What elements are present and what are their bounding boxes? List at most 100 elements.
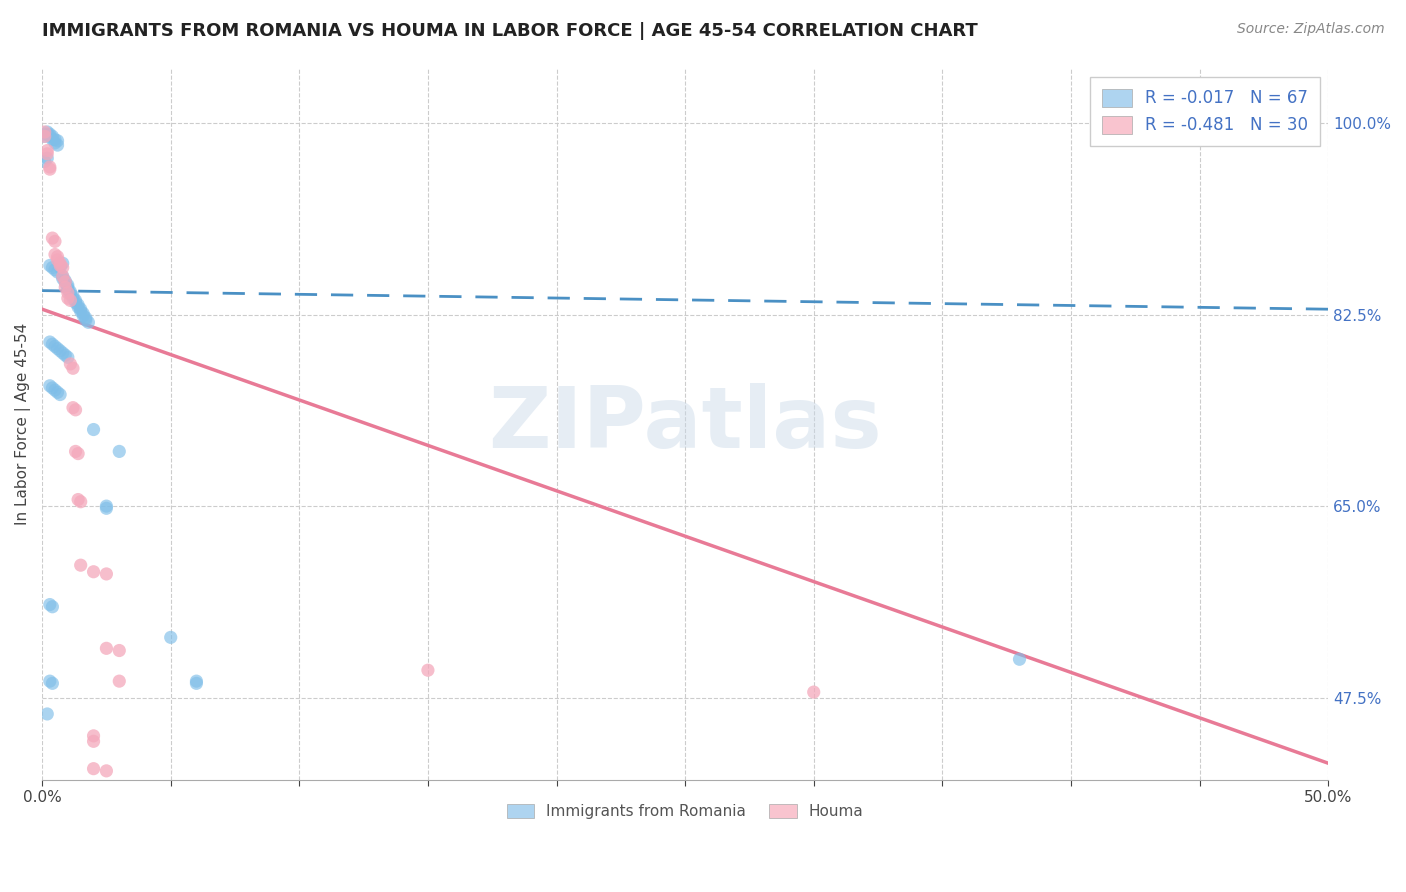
Point xyxy=(53,348,76,362)
Point xyxy=(46,250,69,264)
Point xyxy=(49,259,72,273)
Point xyxy=(38,129,60,144)
Point xyxy=(37,151,59,165)
Point xyxy=(803,685,825,699)
Point xyxy=(96,764,118,778)
Point xyxy=(67,447,90,461)
Point xyxy=(59,285,82,299)
Point xyxy=(56,285,79,300)
Point xyxy=(56,280,79,294)
Point xyxy=(41,337,63,351)
Point xyxy=(38,162,60,177)
Point xyxy=(56,278,79,293)
Point xyxy=(62,361,84,376)
Point xyxy=(83,734,105,748)
Point xyxy=(56,351,79,365)
Point xyxy=(53,275,76,289)
Point xyxy=(46,134,69,148)
Point xyxy=(96,566,118,581)
Point xyxy=(83,423,105,437)
Point xyxy=(44,262,66,277)
Point xyxy=(34,154,56,169)
Point xyxy=(38,259,60,273)
Point xyxy=(75,313,97,327)
Point xyxy=(59,293,82,308)
Point xyxy=(38,334,60,349)
Point xyxy=(186,674,208,689)
Point xyxy=(34,125,56,139)
Point xyxy=(41,133,63,147)
Point xyxy=(41,129,63,144)
Point xyxy=(37,127,59,141)
Point xyxy=(52,271,75,285)
Point xyxy=(416,663,439,677)
Point xyxy=(46,265,69,279)
Text: ZIPatlas: ZIPatlas xyxy=(488,383,882,466)
Point xyxy=(62,289,84,303)
Point xyxy=(37,144,59,158)
Point xyxy=(41,381,63,395)
Point xyxy=(49,259,72,273)
Point xyxy=(53,274,76,288)
Point xyxy=(52,269,75,284)
Point xyxy=(38,674,60,689)
Point xyxy=(49,343,72,358)
Point xyxy=(46,138,69,153)
Point xyxy=(67,492,90,507)
Point xyxy=(108,674,131,689)
Point xyxy=(49,387,72,401)
Point xyxy=(69,304,91,318)
Y-axis label: In Labor Force | Age 45-54: In Labor Force | Age 45-54 xyxy=(15,323,31,525)
Point xyxy=(1008,652,1031,666)
Point xyxy=(77,315,100,329)
Point xyxy=(83,565,105,579)
Point xyxy=(37,146,59,161)
Point xyxy=(46,252,69,267)
Point xyxy=(69,558,91,573)
Point xyxy=(65,444,87,458)
Point xyxy=(56,283,79,297)
Point xyxy=(186,676,208,690)
Point xyxy=(38,160,60,174)
Point xyxy=(34,129,56,144)
Point xyxy=(44,133,66,147)
Point xyxy=(37,125,59,139)
Legend: Immigrants from Romania, Houma: Immigrants from Romania, Houma xyxy=(501,797,870,825)
Text: IMMIGRANTS FROM ROMANIA VS HOUMA IN LABOR FORCE | AGE 45-54 CORRELATION CHART: IMMIGRANTS FROM ROMANIA VS HOUMA IN LABO… xyxy=(42,22,979,40)
Point xyxy=(62,401,84,415)
Point xyxy=(49,260,72,275)
Point xyxy=(46,385,69,400)
Point xyxy=(67,298,90,312)
Point xyxy=(96,499,118,513)
Point xyxy=(52,346,75,360)
Point xyxy=(96,501,118,516)
Point xyxy=(67,300,90,314)
Point xyxy=(75,310,97,325)
Point xyxy=(108,643,131,657)
Point xyxy=(41,231,63,245)
Point xyxy=(38,598,60,612)
Point xyxy=(83,729,105,743)
Point xyxy=(83,762,105,776)
Point xyxy=(72,309,94,323)
Point xyxy=(41,260,63,275)
Point xyxy=(65,293,87,308)
Point xyxy=(108,444,131,458)
Point xyxy=(56,291,79,305)
Point xyxy=(62,291,84,305)
Point xyxy=(69,494,91,508)
Point xyxy=(44,136,66,150)
Point xyxy=(41,676,63,690)
Text: Source: ZipAtlas.com: Source: ZipAtlas.com xyxy=(1237,22,1385,37)
Point xyxy=(44,339,66,353)
Point xyxy=(34,129,56,144)
Point xyxy=(44,383,66,397)
Point xyxy=(72,307,94,321)
Point xyxy=(59,286,82,301)
Point xyxy=(44,247,66,261)
Point xyxy=(159,631,181,645)
Point xyxy=(52,260,75,275)
Point xyxy=(38,378,60,392)
Point xyxy=(53,280,76,294)
Point xyxy=(38,127,60,141)
